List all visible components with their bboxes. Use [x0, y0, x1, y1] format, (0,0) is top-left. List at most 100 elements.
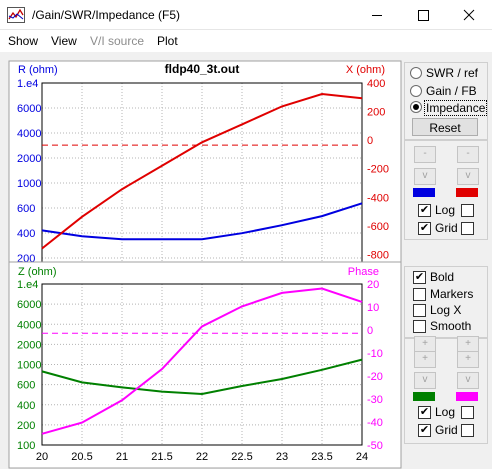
left-tick-label: 1000 [17, 360, 41, 372]
upper-grid-right-checkbox[interactable] [461, 222, 474, 235]
left-tick-label: 6000 [17, 299, 41, 311]
series-line-z [41, 358, 363, 396]
left-tick-label: 1000 [17, 178, 41, 190]
x-tick-label: 24 [356, 451, 368, 463]
upper-right-color-swatch[interactable] [456, 188, 478, 197]
maximize-button[interactable] [400, 0, 446, 30]
title-bar: /Gain/SWR/Impedance (F5) [0, 0, 492, 30]
radio-gain-label: Gain / FB [426, 84, 477, 98]
upper-left-down-button[interactable]: v [414, 168, 436, 185]
left-tick-label: 1.e4 [17, 78, 38, 90]
close-button[interactable] [446, 0, 492, 30]
right-tick-label: -20 [367, 371, 383, 383]
right-tick-label: -50 [367, 440, 383, 452]
charts-area: R (ohm) fldp40_3t.out X (ohm) 1.e4600040… [8, 60, 402, 469]
right-tick-label: 0 [367, 135, 373, 147]
left-tick-label: 200 [17, 420, 35, 432]
x-tick-label: 20 [36, 451, 48, 463]
top-right-axis-label: X (ohm) [346, 64, 385, 76]
bottom-chart-grid [42, 284, 362, 445]
logx-checkbox[interactable] [413, 304, 426, 317]
x-tick-label: 22.5 [231, 451, 252, 463]
bold-label: Bold [430, 270, 455, 284]
options-group [404, 266, 488, 338]
bottom-chart-plot-border [41, 283, 363, 446]
right-tick-label: 200 [367, 107, 385, 119]
lower-right-down-button[interactable]: v [457, 372, 479, 389]
chart-icon [7, 7, 25, 23]
close-icon [463, 9, 475, 21]
smooth-checkbox[interactable] [413, 320, 426, 333]
left-tick-label: 600 [17, 203, 35, 215]
upper-left-color-swatch[interactable] [413, 188, 435, 197]
radio-gain-button[interactable] [410, 85, 422, 97]
x-tick-label: 20.5 [71, 451, 92, 463]
lower-left-down-button[interactable]: v [414, 372, 436, 389]
right-tick-label: -30 [367, 394, 383, 406]
left-tick-label: 600 [17, 380, 35, 392]
left-tick-label: 2000 [17, 153, 41, 165]
bottom-chart: Z (ohm) Phase 1.e46000400020001000600400… [8, 261, 402, 469]
radio-impedance-button[interactable] [410, 101, 422, 113]
x-tick-label: 23.5 [311, 451, 332, 463]
radio-impedance-label: Impedance [424, 100, 488, 116]
upper-grid-left-checkbox[interactable]: ✔ [418, 222, 431, 235]
left-tick-label: 400 [17, 400, 35, 412]
lower-grid-right-checkbox[interactable] [461, 424, 474, 437]
markers-label: Markers [430, 287, 474, 301]
upper-right-down-button[interactable]: v [457, 168, 479, 185]
right-tick-label: 400 [367, 78, 385, 90]
radio-swr-button[interactable] [410, 67, 422, 79]
right-tick-label: -200 [367, 164, 389, 176]
right-tick-label: -800 [367, 249, 389, 261]
top-chart-grid [42, 83, 362, 283]
lower-grid-label: Grid [435, 423, 458, 437]
window-title: /Gain/SWR/Impedance (F5) [32, 8, 181, 22]
right-tick-label: 0 [367, 325, 373, 337]
upper-controls-group [404, 140, 488, 240]
menu-show[interactable]: Show [8, 34, 39, 48]
lower-log-left-checkbox[interactable]: ✔ [418, 406, 431, 419]
left-tick-label: 4000 [17, 128, 41, 140]
lower-grid-left-checkbox[interactable]: ✔ [418, 424, 431, 437]
markers-checkbox[interactable] [413, 288, 426, 301]
top-left-axis-label: R (ohm) [18, 64, 58, 76]
bottom-right-axis-label: Phase [348, 266, 379, 278]
bold-checkbox[interactable]: ✔ [413, 271, 426, 284]
upper-grid-label: Grid [435, 221, 458, 235]
right-tick-label: -10 [367, 348, 383, 360]
menu-bar: Show View V/I source Plot [0, 30, 492, 52]
lower-left-color-swatch[interactable] [413, 392, 435, 401]
series-line-x [41, 92, 363, 250]
left-tick-label: 100 [17, 440, 35, 452]
x-tick-label: 21 [116, 451, 128, 463]
menu-view[interactable]: View [51, 34, 77, 48]
upper-log-left-checkbox[interactable]: ✔ [418, 204, 431, 217]
left-tick-label: 1.e4 [17, 279, 38, 291]
left-tick-label: 4000 [17, 319, 41, 331]
lower-controls-group [404, 338, 488, 444]
reset-button[interactable]: Reset [412, 118, 478, 136]
minimize-button[interactable] [354, 0, 400, 30]
smooth-label: Smooth [430, 319, 472, 333]
upper-log-right-checkbox[interactable] [461, 204, 474, 217]
mode-group [404, 62, 488, 140]
left-tick-label: 6000 [17, 103, 41, 115]
lower-right-color-swatch[interactable] [456, 392, 478, 401]
bottom-left-axis-label: Z (ohm) [18, 266, 57, 278]
lower-log-label: Log [435, 405, 456, 419]
radio-swr-label: SWR / ref [426, 66, 479, 80]
top-chart-title: fldp40_3t.out [165, 62, 240, 76]
lower-right-mid-button[interactable]: + [457, 351, 479, 368]
menu-plot[interactable]: Plot [157, 34, 178, 48]
maximize-icon [418, 10, 429, 21]
series-line-r [41, 202, 363, 241]
upper-left-up-button[interactable]: - [414, 146, 436, 163]
x-tick-label: 23 [276, 451, 288, 463]
upper-right-up-button[interactable]: - [457, 146, 479, 163]
x-tick-label: 22 [196, 451, 208, 463]
lower-log-right-checkbox[interactable] [461, 406, 474, 419]
upper-log-label: Log [435, 203, 456, 217]
x-tick-label: 21.5 [151, 451, 172, 463]
lower-left-mid-button[interactable]: + [414, 351, 436, 368]
